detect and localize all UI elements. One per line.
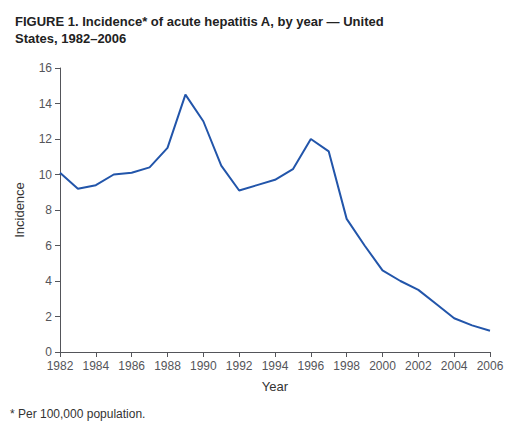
- svg-text:2000: 2000: [369, 359, 396, 373]
- svg-text:10: 10: [39, 168, 53, 182]
- svg-text:12: 12: [39, 132, 53, 146]
- svg-text:2006: 2006: [477, 359, 504, 373]
- svg-text:1998: 1998: [333, 359, 360, 373]
- svg-text:1986: 1986: [118, 359, 145, 373]
- svg-text:1982: 1982: [47, 359, 74, 373]
- svg-text:2004: 2004: [441, 359, 468, 373]
- svg-text:4: 4: [45, 274, 52, 288]
- svg-text:Incidence: Incidence: [12, 182, 27, 238]
- svg-text:1994: 1994: [262, 359, 289, 373]
- svg-text:1990: 1990: [190, 359, 217, 373]
- svg-text:14: 14: [39, 97, 53, 111]
- svg-text:6: 6: [45, 239, 52, 253]
- svg-text:2: 2: [45, 310, 52, 324]
- svg-text:States, 1982–2006: States, 1982–2006: [15, 31, 126, 46]
- svg-text:0: 0: [45, 345, 52, 359]
- svg-text:Year: Year: [262, 379, 289, 394]
- svg-text:16: 16: [39, 61, 53, 75]
- svg-text:2002: 2002: [405, 359, 432, 373]
- svg-text:1992: 1992: [226, 359, 253, 373]
- svg-text:8: 8: [45, 203, 52, 217]
- svg-text:1984: 1984: [82, 359, 109, 373]
- svg-text:1988: 1988: [154, 359, 181, 373]
- svg-text:1996: 1996: [297, 359, 324, 373]
- svg-text:FIGURE 1. Incidence* of acute: FIGURE 1. Incidence* of acute hepatitis …: [15, 14, 384, 29]
- svg-text:* Per 100,000 population.: * Per 100,000 population.: [10, 407, 145, 421]
